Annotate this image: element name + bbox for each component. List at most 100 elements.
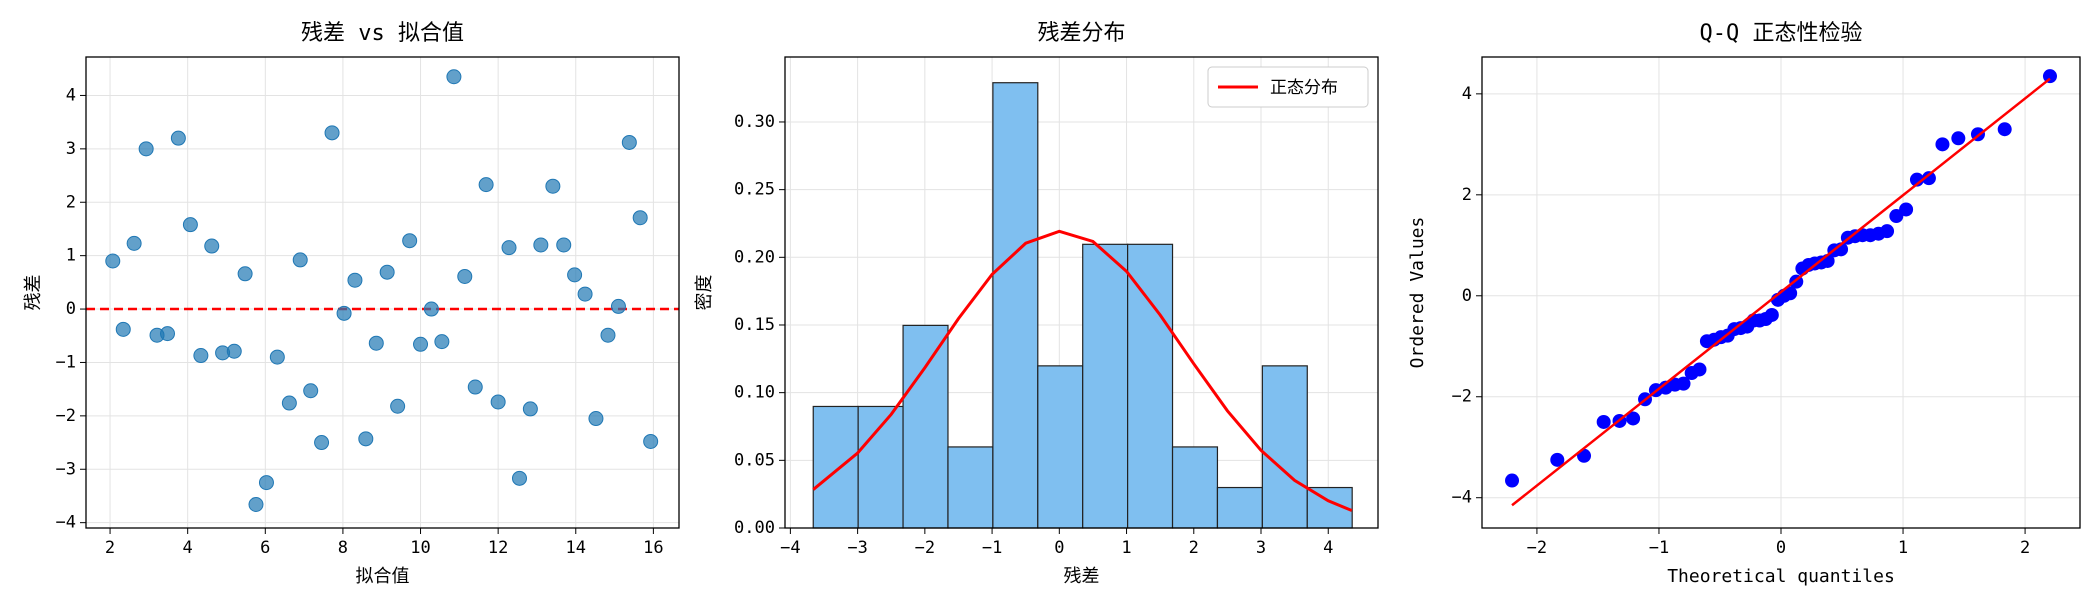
- point: [632, 210, 648, 226]
- point: [1909, 172, 1924, 187]
- point: [336, 305, 352, 321]
- y-tick-label: −2: [56, 406, 76, 426]
- point: [545, 178, 561, 194]
- legend-box: [1207, 66, 1369, 108]
- point: [577, 286, 593, 302]
- y-tick-label: −4: [56, 513, 76, 533]
- y-tick-label: −1: [56, 352, 76, 372]
- point: [567, 267, 583, 283]
- point: [390, 398, 406, 414]
- y-tick-label: 2: [1462, 185, 1472, 205]
- point: [467, 379, 483, 395]
- bar: [1037, 365, 1084, 529]
- point: [159, 326, 175, 342]
- x-axis-label: Theoretical quantiles: [1667, 566, 1895, 587]
- y-tick-label: 3: [66, 139, 76, 159]
- point: [1899, 202, 1914, 217]
- point: [292, 252, 308, 268]
- bar: [992, 82, 1039, 529]
- x-tick-label: 2: [2020, 538, 2030, 558]
- point: [347, 272, 363, 288]
- point: [138, 141, 154, 157]
- y-axis-label: Ordered Values: [1407, 217, 1428, 369]
- x-tick-label: 10: [410, 538, 430, 558]
- x-tick-label: −3: [847, 538, 867, 558]
- point: [1783, 286, 1798, 301]
- bar: [812, 405, 859, 529]
- y-tick-label: −4: [1452, 488, 1472, 508]
- y-tick-label: 1: [66, 246, 76, 266]
- point: [413, 336, 429, 352]
- panel: −4 −3 −2 −1 0 1 2 3 4 0.00 0.05 0.10 0.15 0.20 0.25 0.3…: [694, 21, 1379, 587]
- point: [358, 431, 374, 447]
- plot-frame: [784, 56, 1379, 529]
- x-axis-label: 拟合值: [356, 566, 410, 587]
- point: [533, 237, 549, 253]
- point: [324, 125, 340, 141]
- point: [1764, 307, 1779, 322]
- x-tick-label: −4: [780, 538, 800, 558]
- bar: [902, 324, 949, 529]
- point: [610, 298, 626, 314]
- y-tick-label: 0.20: [734, 247, 775, 267]
- bar: [1171, 446, 1219, 529]
- point: [248, 497, 264, 513]
- y-tick-label: −2: [1452, 387, 1472, 407]
- y-tick-label: 0: [66, 299, 76, 319]
- x-tick-label: 14: [566, 538, 586, 558]
- x-axis-label: 残差: [1064, 566, 1100, 587]
- y-tick-label: 0: [1462, 286, 1472, 306]
- density-line: [812, 229, 1353, 512]
- x-tick-label: 8: [338, 538, 348, 558]
- legend-label: 正态分布: [1270, 78, 1338, 98]
- point: [457, 268, 473, 284]
- chart-title: Q-Q 正态性检验: [1700, 21, 1863, 46]
- point: [522, 401, 538, 417]
- x-tick-label: −1: [982, 538, 1002, 558]
- y-tick-label: 4: [1462, 84, 1472, 104]
- bar: [947, 446, 994, 529]
- y-tick-label: −3: [56, 459, 76, 479]
- point: [478, 177, 494, 193]
- point: [2042, 69, 2057, 84]
- panel: −2 −1 0 1 2 −4 −2 0 2 4 Q-Q 正态性检验 Theoretical quant…: [1407, 21, 2081, 587]
- chart-title: 残差分布: [1037, 21, 1125, 46]
- bar: [1127, 243, 1174, 529]
- y-tick-label: 4: [66, 85, 76, 105]
- point: [269, 349, 285, 365]
- point: [1997, 122, 2012, 137]
- x-tick-label: 2: [105, 538, 115, 558]
- point: [368, 335, 384, 351]
- x-tick-label: 0: [1054, 538, 1064, 558]
- point: [446, 69, 462, 85]
- x-tick-label: −2: [1527, 538, 1547, 558]
- point: [643, 433, 659, 449]
- point: [193, 348, 209, 364]
- y-axis-label: 密度: [694, 275, 715, 311]
- x-tick-label: 1: [1121, 538, 1131, 558]
- point: [423, 301, 439, 317]
- x-tick-label: 3: [1256, 538, 1266, 558]
- point: [1626, 411, 1641, 426]
- y-tick-label: 0.30: [734, 112, 775, 132]
- point: [237, 266, 253, 282]
- point: [379, 264, 395, 280]
- point: [1935, 137, 1950, 152]
- point: [126, 235, 142, 251]
- x-tick-label: −2: [915, 538, 935, 558]
- point: [1951, 131, 1966, 146]
- point: [281, 395, 297, 411]
- point: [621, 134, 637, 150]
- chart-title: 残差 vs 拟合值: [301, 21, 464, 46]
- point: [204, 238, 220, 254]
- plot-frame: [85, 56, 680, 529]
- x-tick-label: 1: [1898, 538, 1908, 558]
- point: [1676, 376, 1691, 391]
- y-tick-label: 2: [66, 192, 76, 212]
- point: [258, 475, 274, 491]
- point: [501, 240, 517, 256]
- y-axis-label: 残差: [23, 275, 44, 311]
- x-tick-label: 0: [1776, 538, 1786, 558]
